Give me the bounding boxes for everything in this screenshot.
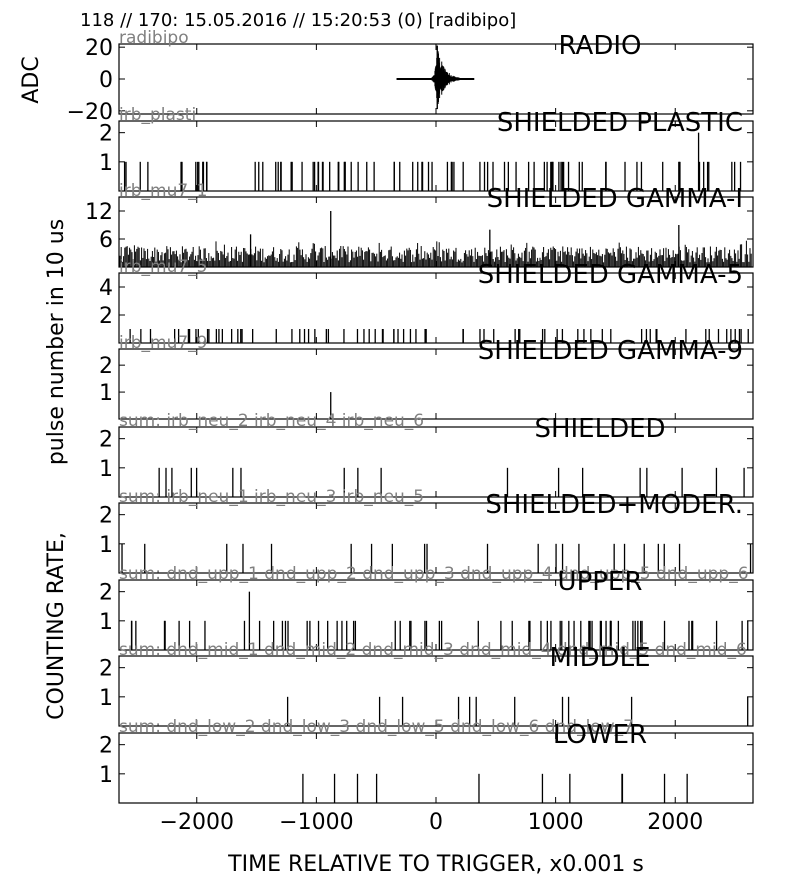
- panel-sublabel: irb_mu7_1: [119, 181, 207, 201]
- y-tick-label: 6: [99, 228, 113, 253]
- panel-sublabel: sum: dnd_upp_1 dnd_upp_2 dnd_upp_3 dnd_u…: [119, 564, 749, 584]
- y-axis-label-pulse: pulse number in 10 us: [44, 219, 69, 465]
- panel-title: SHIELDED+MODER.: [485, 490, 743, 520]
- panel-4: 4 2 irb_mu7_5 SHIELDED GAMMA-5: [99, 257, 754, 344]
- panel-sublabel: radibipo: [119, 28, 189, 48]
- panel-sublabel: sum: dnd_mid_1 dnd_mid_2 dnd_mid_3 dnd_m…: [119, 640, 747, 660]
- y-tick-label: 1: [99, 763, 113, 788]
- panel-10: 2 1 sum: dnd_low_2 dnd_low_3 dnd_low_5 dnd…: [99, 717, 754, 804]
- y-tick-label: 2: [99, 354, 113, 379]
- panel-title: UPPER: [558, 567, 643, 597]
- panel-8: 2 1 sum: dnd_upp_1 dnd_upp_2 dnd_upp_3 dnd…: [99, 564, 754, 651]
- panel-data: [123, 132, 742, 191]
- y-tick-label: 2: [99, 734, 113, 759]
- y-tick-label: 1: [99, 610, 113, 635]
- panel-title: SHIELDED GAMMA-5: [478, 260, 743, 290]
- panel-1: 20 0 −20 radibipo RADIO: [67, 28, 754, 125]
- panel-title: SHIELDED PLASTIC: [497, 108, 743, 138]
- y-tick-label: 0: [99, 68, 113, 93]
- panel-6: 2 1 sum: irb_neu_2 irb_neu_4 irb_neu_6 SHIE…: [99, 411, 754, 498]
- x-tick-label: −1000: [279, 810, 353, 835]
- panel-data: [130, 591, 749, 650]
- y-tick-label: 2: [99, 304, 113, 329]
- y-tick-label: 4: [99, 276, 113, 301]
- panel-data: [119, 211, 752, 267]
- panel-2: 2 1 irb_plasti SHIELDED PLASTIC: [99, 105, 754, 192]
- panel-title: SHIELDED GAMMA-9: [478, 336, 743, 366]
- panel-sublabel: sum: irb_neu_2 irb_neu_4 irb_neu_6: [119, 411, 424, 431]
- panel-sublabel: sum: irb_neu_1 irb_neu_3 irb_neu_5: [119, 487, 424, 507]
- x-axis-label: TIME RELATIVE TO TRIGGER, x0.001 s: [227, 852, 644, 877]
- x-ticks-group: −2000 −1000 0 1000 2000: [160, 810, 704, 835]
- x-tick-label: 1000: [528, 810, 584, 835]
- x-tick-label: 2000: [647, 810, 703, 835]
- y-tick-label: −20: [67, 100, 113, 125]
- panel-9: 2 1 sum: dnd_mid_1 dnd_mid_2 dnd_mid_3 dnd…: [99, 640, 754, 727]
- panel-sublabel: irb_plasti: [119, 105, 196, 125]
- panel-data: [158, 467, 745, 497]
- panel-title: RADIO: [559, 31, 642, 61]
- panel-7: 2 1 sum: irb_neu_1 irb_neu_3 irb_neu_5 SHIE…: [99, 487, 754, 574]
- panel-frame: [118, 655, 754, 727]
- y-tick-label: 2: [99, 657, 113, 682]
- panel-sublabel: irb_mu7_9: [119, 333, 207, 353]
- y-tick-label: 2: [99, 428, 113, 453]
- panel-title: SHIELDED: [534, 414, 665, 444]
- panel-3: 12 6 irb_mu7_1 SHIELDED GAMMA-I: [85, 181, 754, 268]
- y-tick-label: 1: [99, 686, 113, 711]
- panel-title: MIDDLE: [549, 643, 650, 673]
- y-tick-label: 2: [99, 581, 113, 606]
- y-tick-label: 2: [99, 122, 113, 147]
- panel-data: [121, 543, 752, 573]
- y-tick-label: 12: [85, 200, 113, 225]
- y-axis-label-counting: COUNTING RATE,: [44, 532, 69, 720]
- panel-title: SHIELDED GAMMA-I: [487, 184, 743, 214]
- y-axis-label-adc: ADC: [19, 56, 44, 103]
- y-tick-label: 1: [99, 381, 113, 406]
- x-tick-label: −2000: [160, 810, 234, 835]
- y-tick-label: 1: [99, 151, 113, 176]
- panel-data: [129, 329, 749, 343]
- panel-data: [396, 45, 475, 110]
- panel-sublabel: sum: dnd_low_2 dnd_low_3 dnd_low_5 dnd_l…: [119, 717, 634, 737]
- y-tick-label: 1: [99, 457, 113, 482]
- panel-sublabel: irb_mu7_5: [119, 257, 207, 277]
- panel-5: 21 irb_mu7_9 SHIELDED GAMMA-9: [99, 333, 754, 420]
- y-tick-label: 2: [99, 504, 113, 529]
- panel-data: [302, 773, 688, 803]
- x-tick-label: 0: [429, 810, 443, 835]
- panel-frame: [118, 732, 754, 804]
- panel-title: LOWER: [553, 720, 647, 750]
- y-tick-label: 20: [85, 36, 113, 61]
- header-text: 118 // 170: 15.05.2016 // 15:20:53 (0) […: [80, 10, 516, 31]
- panel-data: [286, 696, 749, 726]
- y-tick-label: 1: [99, 533, 113, 558]
